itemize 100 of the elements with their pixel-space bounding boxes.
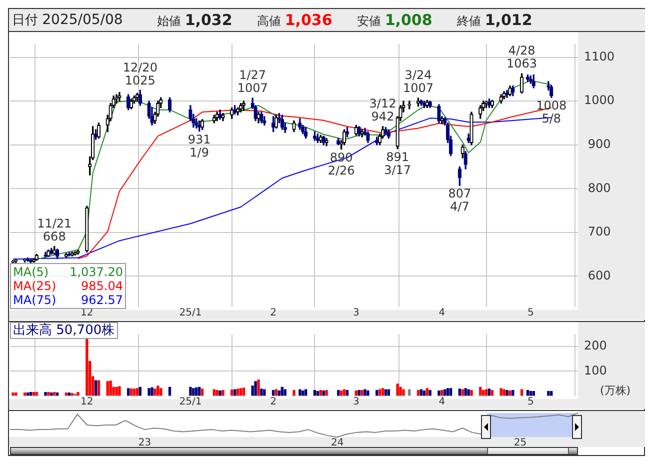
bar xyxy=(160,388,162,396)
candlestick xyxy=(470,112,474,146)
bar xyxy=(467,389,470,396)
annotation: 891 3/17 xyxy=(384,150,412,177)
bar xyxy=(446,388,450,396)
candlestick xyxy=(318,134,322,144)
candlestick xyxy=(357,126,361,136)
candlestick xyxy=(458,166,462,186)
bar xyxy=(109,380,112,396)
bar xyxy=(132,388,136,396)
candlestick xyxy=(94,129,98,140)
bar xyxy=(458,388,461,396)
bar xyxy=(319,390,322,396)
candlestick xyxy=(271,116,276,132)
candlestick xyxy=(408,100,412,110)
candlestick xyxy=(384,127,388,134)
annotation: 807 4/7 xyxy=(448,186,472,214)
candlestick xyxy=(236,107,240,116)
candlestick xyxy=(345,127,350,138)
bar xyxy=(488,388,491,396)
bar xyxy=(115,386,118,396)
annotation: 931 1/9 xyxy=(188,132,211,160)
bar xyxy=(242,388,246,396)
bar xyxy=(381,388,384,396)
bar xyxy=(440,390,444,396)
bar xyxy=(360,390,364,396)
bar xyxy=(239,388,242,396)
bar xyxy=(358,390,360,396)
annotation: 4/28 1063 xyxy=(506,44,538,71)
candlestick xyxy=(76,250,80,255)
candlestick xyxy=(233,105,237,115)
bar xyxy=(118,386,121,396)
candlestick xyxy=(114,94,118,104)
bar xyxy=(97,380,100,396)
candlestick xyxy=(304,127,308,139)
candlestick xyxy=(532,74,536,88)
y-tick-label: 700 xyxy=(588,224,611,239)
bar xyxy=(464,388,467,396)
bar xyxy=(260,388,263,396)
bar xyxy=(127,388,130,396)
bar xyxy=(313,390,316,396)
candlestick xyxy=(502,91,506,100)
text: 高値 1,036 xyxy=(257,10,334,30)
candlestick xyxy=(44,252,48,258)
bar xyxy=(416,390,420,396)
y-tick-label: 100 xyxy=(584,363,607,378)
y-tick-label: 600 xyxy=(588,268,611,282)
bar xyxy=(44,392,47,396)
candlestick xyxy=(511,85,515,96)
x-tick-label: 5 xyxy=(527,307,534,318)
candlestick xyxy=(46,250,50,257)
annotation: 1008 5/8 xyxy=(536,98,567,126)
bar xyxy=(482,390,485,396)
text: MA(25) xyxy=(13,279,56,293)
bar xyxy=(76,392,80,396)
candlestick xyxy=(138,90,142,106)
candlestick xyxy=(64,253,68,258)
x-tick-label: 2 xyxy=(270,307,276,318)
bar xyxy=(222,390,224,396)
bar xyxy=(216,390,218,396)
chart-title: 日付 2025/05/08 xyxy=(12,11,124,29)
bar xyxy=(192,388,195,396)
bar xyxy=(366,390,370,396)
candlestick xyxy=(260,112,264,124)
bar xyxy=(399,386,402,396)
bar xyxy=(130,388,133,396)
bar xyxy=(154,388,156,396)
text: 始値 1,032 xyxy=(157,10,234,30)
bar xyxy=(508,390,512,396)
bar xyxy=(257,379,260,396)
annotation: 12/20 1025 xyxy=(122,60,158,88)
candlestick xyxy=(499,94,503,104)
candlestick xyxy=(375,136,379,146)
candlestick xyxy=(425,100,429,108)
bar xyxy=(12,392,14,396)
candlestick xyxy=(324,138,328,146)
candlestick xyxy=(322,136,326,146)
candlestick xyxy=(360,129,364,138)
x-tick-label: 3 xyxy=(352,396,360,408)
bar xyxy=(470,390,473,396)
candlestick xyxy=(28,258,33,264)
annotation: 1/27 1007 xyxy=(237,68,268,96)
candlestick xyxy=(238,102,243,112)
candlestick xyxy=(292,120,296,132)
text: MA(75) xyxy=(13,293,56,307)
candlestick xyxy=(316,134,320,144)
bar xyxy=(272,390,275,396)
annotation: 985.04 xyxy=(81,279,123,293)
bar xyxy=(337,390,340,396)
bar xyxy=(512,390,514,396)
bar xyxy=(500,388,502,396)
text: 終値 1,012 xyxy=(457,10,534,30)
series-label: MA(5) xyxy=(13,265,49,279)
candlestick xyxy=(85,206,89,252)
bar xyxy=(218,390,222,396)
bar xyxy=(236,388,240,396)
x-tick-label: 2 xyxy=(270,396,276,408)
y-tick-label: 900 xyxy=(588,136,611,151)
bar xyxy=(428,390,432,396)
annotation: 3/24 1007 xyxy=(402,68,434,96)
